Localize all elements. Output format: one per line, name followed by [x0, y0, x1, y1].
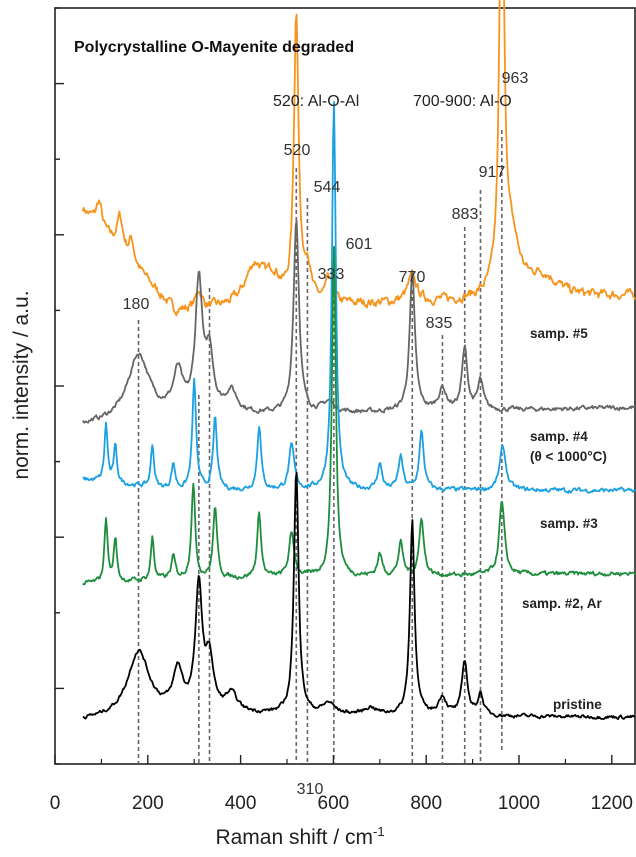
- annotation-al-o-al: 520: Al-O-Al: [273, 93, 359, 110]
- peak-label-601: 601: [346, 236, 373, 253]
- series-line-samp-5: [81, 0, 636, 317]
- x-tick-label-400: 400: [225, 793, 257, 814]
- series-line-pristine: [82, 471, 636, 720]
- x-tick-label-1200: 1200: [591, 793, 633, 814]
- peak-label-917: 917: [479, 164, 506, 181]
- series-label-samp-3: samp. #3: [540, 516, 598, 531]
- series-label-samp-4-note: (θ < 1000°C): [530, 449, 607, 464]
- plot-frame: [54, 7, 636, 765]
- series-label-samp-2-ar: samp. #2, Ar: [522, 596, 603, 611]
- peak-label-520: 520: [284, 142, 311, 159]
- peak-label-180: 180: [123, 296, 150, 313]
- x-axis-title: Raman shift / cm-1: [215, 824, 384, 849]
- peak-label-883: 883: [452, 206, 479, 223]
- peak-label-333: 333: [318, 266, 345, 283]
- peak-label-770: 770: [399, 269, 426, 286]
- series-label-samp-4: samp. #4: [530, 429, 588, 444]
- peak-label-310: 310: [297, 781, 324, 798]
- peak-label-963: 963: [502, 70, 529, 87]
- x-tick-label-0: 0: [50, 793, 61, 814]
- series-line-samp-4: [82, 219, 636, 424]
- series-lines: [81, 0, 636, 720]
- series-label-pristine: pristine: [553, 697, 602, 712]
- y-axis-title: norm. intensity / a.u.: [10, 290, 33, 479]
- x-tick-label-200: 200: [132, 793, 164, 814]
- series-line-samp-2-ar: [82, 245, 636, 586]
- series-label-samp-5: samp. #5: [530, 326, 588, 341]
- annotation-al-o: 700-900: Al-O: [413, 93, 512, 110]
- x-tick-label-1000: 1000: [498, 793, 540, 814]
- series-line-samp-3: [82, 101, 636, 494]
- peak-label-835: 835: [426, 315, 453, 332]
- peak-label-544: 544: [314, 179, 341, 196]
- axis-ticks: 0 200 400 600 800 1000 1200: [50, 7, 633, 814]
- text-labels: samp. #5 samp. #4 (θ < 1000°C) samp. #3 samp…: [123, 70, 607, 798]
- x-tick-label-600: 600: [318, 793, 350, 814]
- peak-markers: [137, 130, 503, 764]
- x-tick-label-800: 800: [410, 793, 442, 814]
- chart-title: Polycrystalline O-Mayenite degraded: [74, 39, 354, 56]
